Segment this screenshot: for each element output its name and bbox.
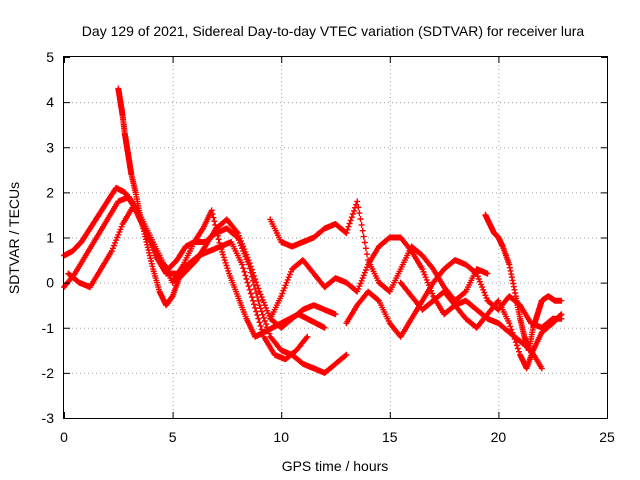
plus-markers [397, 279, 565, 372]
series-sat-h [482, 211, 565, 354]
series-sat-c [115, 85, 339, 331]
x-tick-label: 20 [491, 429, 507, 445]
plus-markers [482, 211, 565, 354]
y-axis: -3 -2 -1 0 1 2 3 4 5 [42, 49, 607, 426]
x-tick-label: 10 [273, 429, 289, 445]
plot-frame [63, 56, 608, 419]
plus-markers [267, 198, 491, 304]
y-tick-label: 4 [46, 94, 54, 110]
x-tick-label: 25 [599, 429, 615, 445]
y-axis-label: SDTVAR / TECUs [6, 182, 22, 294]
y-tick-label: -3 [42, 410, 55, 426]
data-marks [61, 85, 565, 376]
y-tick-label: 1 [46, 230, 54, 246]
x-axis: 0 5 10 15 20 25 [60, 57, 615, 445]
x-tick-label: 15 [382, 429, 398, 445]
y-tick-label: 3 [46, 139, 54, 155]
y-tick-label: 0 [46, 275, 54, 291]
y-tick-label: 5 [46, 49, 54, 65]
plus-markers [115, 85, 339, 331]
x-tick-label: 5 [169, 429, 177, 445]
y-tick-label: -1 [42, 320, 55, 336]
chart-title: Day 129 of 2021, Sidereal Day-to-day VTE… [82, 23, 585, 39]
y-tick-label: 2 [46, 184, 54, 200]
plus-markers [65, 202, 311, 363]
series-sat-e [267, 198, 491, 304]
y-tick-label: -2 [42, 365, 55, 381]
series-sat-d [65, 202, 311, 363]
series-sat-i [397, 279, 565, 372]
x-axis-label: GPS time / hours [282, 458, 389, 474]
x-tick-label: 0 [60, 429, 68, 445]
grid [64, 57, 607, 418]
